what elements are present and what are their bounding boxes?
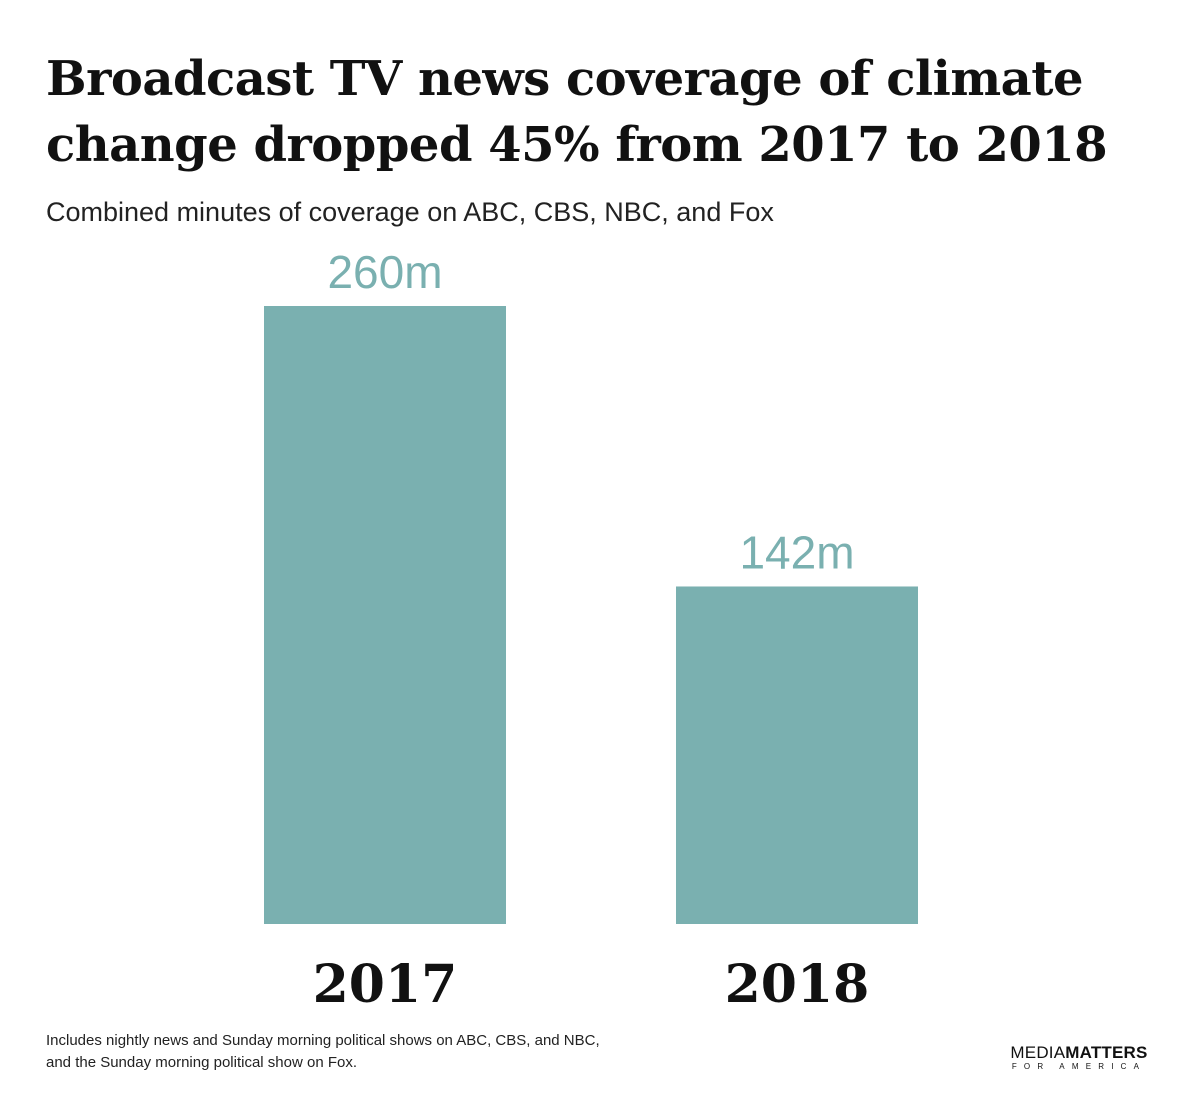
logo-tagline: FOR AMERICA — [1011, 1062, 1147, 1071]
chart-title: Broadcast TV news coverage of climate ch… — [46, 51, 1108, 173]
data-label-2017: 260m — [327, 246, 442, 298]
bar-2017 — [264, 306, 506, 924]
bar-2018 — [676, 586, 918, 924]
chart-subtitle: Combined minutes of coverage on ABC, CBS… — [46, 197, 774, 227]
logo-wordmark-light: MEDIA — [1010, 1043, 1066, 1062]
x-tick-label-2017: 2017 — [313, 954, 458, 1015]
data-label-2018: 142m — [739, 526, 854, 578]
media-matters-logo: MEDIAMATTERS FOR AMERICA — [1003, 1044, 1155, 1072]
x-tick-label-2018: 2018 — [725, 954, 870, 1015]
logo-wordmark-bold: MATTERS — [1065, 1043, 1148, 1062]
footnote: Includes nightly news and Sunday morning… — [46, 1032, 600, 1071]
logo-wordmark: MEDIAMATTERS — [1003, 1044, 1155, 1062]
